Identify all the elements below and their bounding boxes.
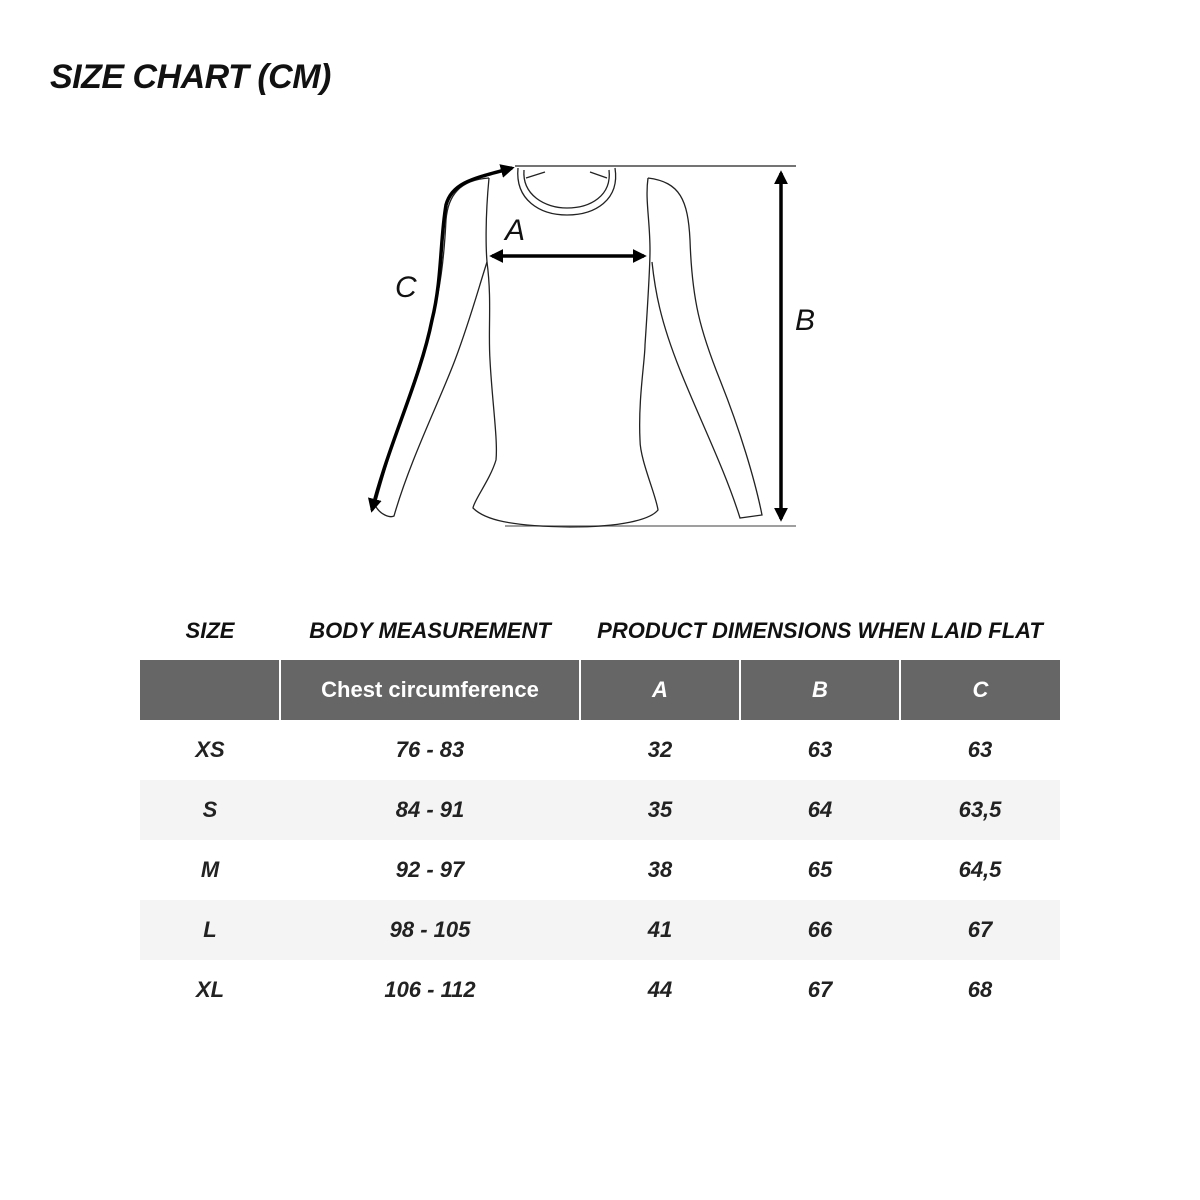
page-title: SIZE CHART (CM) <box>50 58 331 96</box>
shirt-diagram: A B C <box>368 164 815 528</box>
header-chest: Chest circumference <box>279 660 580 720</box>
table-row: XS 76 - 83 32 63 63 <box>140 720 1060 780</box>
header-size <box>140 660 280 720</box>
table-row: XL 106 - 112 44 67 68 <box>140 960 1060 1020</box>
cell-a: 44 <box>647 977 673 1002</box>
header-b: B <box>739 660 900 720</box>
sleeve-length-arrow <box>368 164 515 513</box>
cell-chest: 84 - 91 <box>280 780 580 840</box>
table-row: S 84 - 91 35 64 63,5 <box>140 780 1060 840</box>
cell-b: 63 <box>807 737 833 762</box>
shirt-outline <box>374 165 796 528</box>
label-b: B <box>795 304 815 337</box>
label-a: A <box>503 214 525 247</box>
cell-chest: 98 - 105 <box>280 900 580 960</box>
header-c: C <box>899 660 1060 720</box>
cell-size: L <box>140 900 280 960</box>
cell-c: 64,5 <box>958 857 1002 882</box>
table-header-row: Chest circumference A B C <box>140 660 1060 720</box>
cell-chest: 106 - 112 <box>384 977 476 1002</box>
header-a: A <box>579 660 740 720</box>
body-measurement-heading: BODY MEASUREMENT <box>309 618 551 643</box>
product-dimensions-heading: PRODUCT DIMENSIONS WHEN LAID FLAT <box>597 618 1043 643</box>
cell-a: 38 <box>647 857 673 882</box>
cell-a: 35 <box>580 780 740 840</box>
cell-size: XL <box>195 977 225 1002</box>
cell-size: S <box>140 780 280 840</box>
cell-chest: 76 - 83 <box>395 737 465 762</box>
cell-size: M <box>200 857 220 882</box>
cell-b: 67 <box>807 977 833 1002</box>
size-heading: SIZE <box>185 618 235 643</box>
cell-b: 66 <box>740 900 900 960</box>
cell-a: 32 <box>647 737 673 762</box>
cell-size: XS <box>195 737 225 762</box>
cell-chest: 92 - 97 <box>395 857 465 882</box>
cell-c: 68 <box>967 977 993 1002</box>
size-table: Chest circumference A B C XS 76 - 83 32 63 6… <box>140 660 1060 1020</box>
cell-b: 65 <box>807 857 833 882</box>
cell-c: 63,5 <box>900 780 1060 840</box>
cell-c: 67 <box>900 900 1060 960</box>
cell-c: 63 <box>967 737 993 762</box>
table-row: M 92 - 97 38 65 64,5 <box>140 840 1060 900</box>
label-c: C <box>395 271 417 304</box>
cell-b: 64 <box>740 780 900 840</box>
table-row: L 98 - 105 41 66 67 <box>140 900 1060 960</box>
cell-a: 41 <box>580 900 740 960</box>
